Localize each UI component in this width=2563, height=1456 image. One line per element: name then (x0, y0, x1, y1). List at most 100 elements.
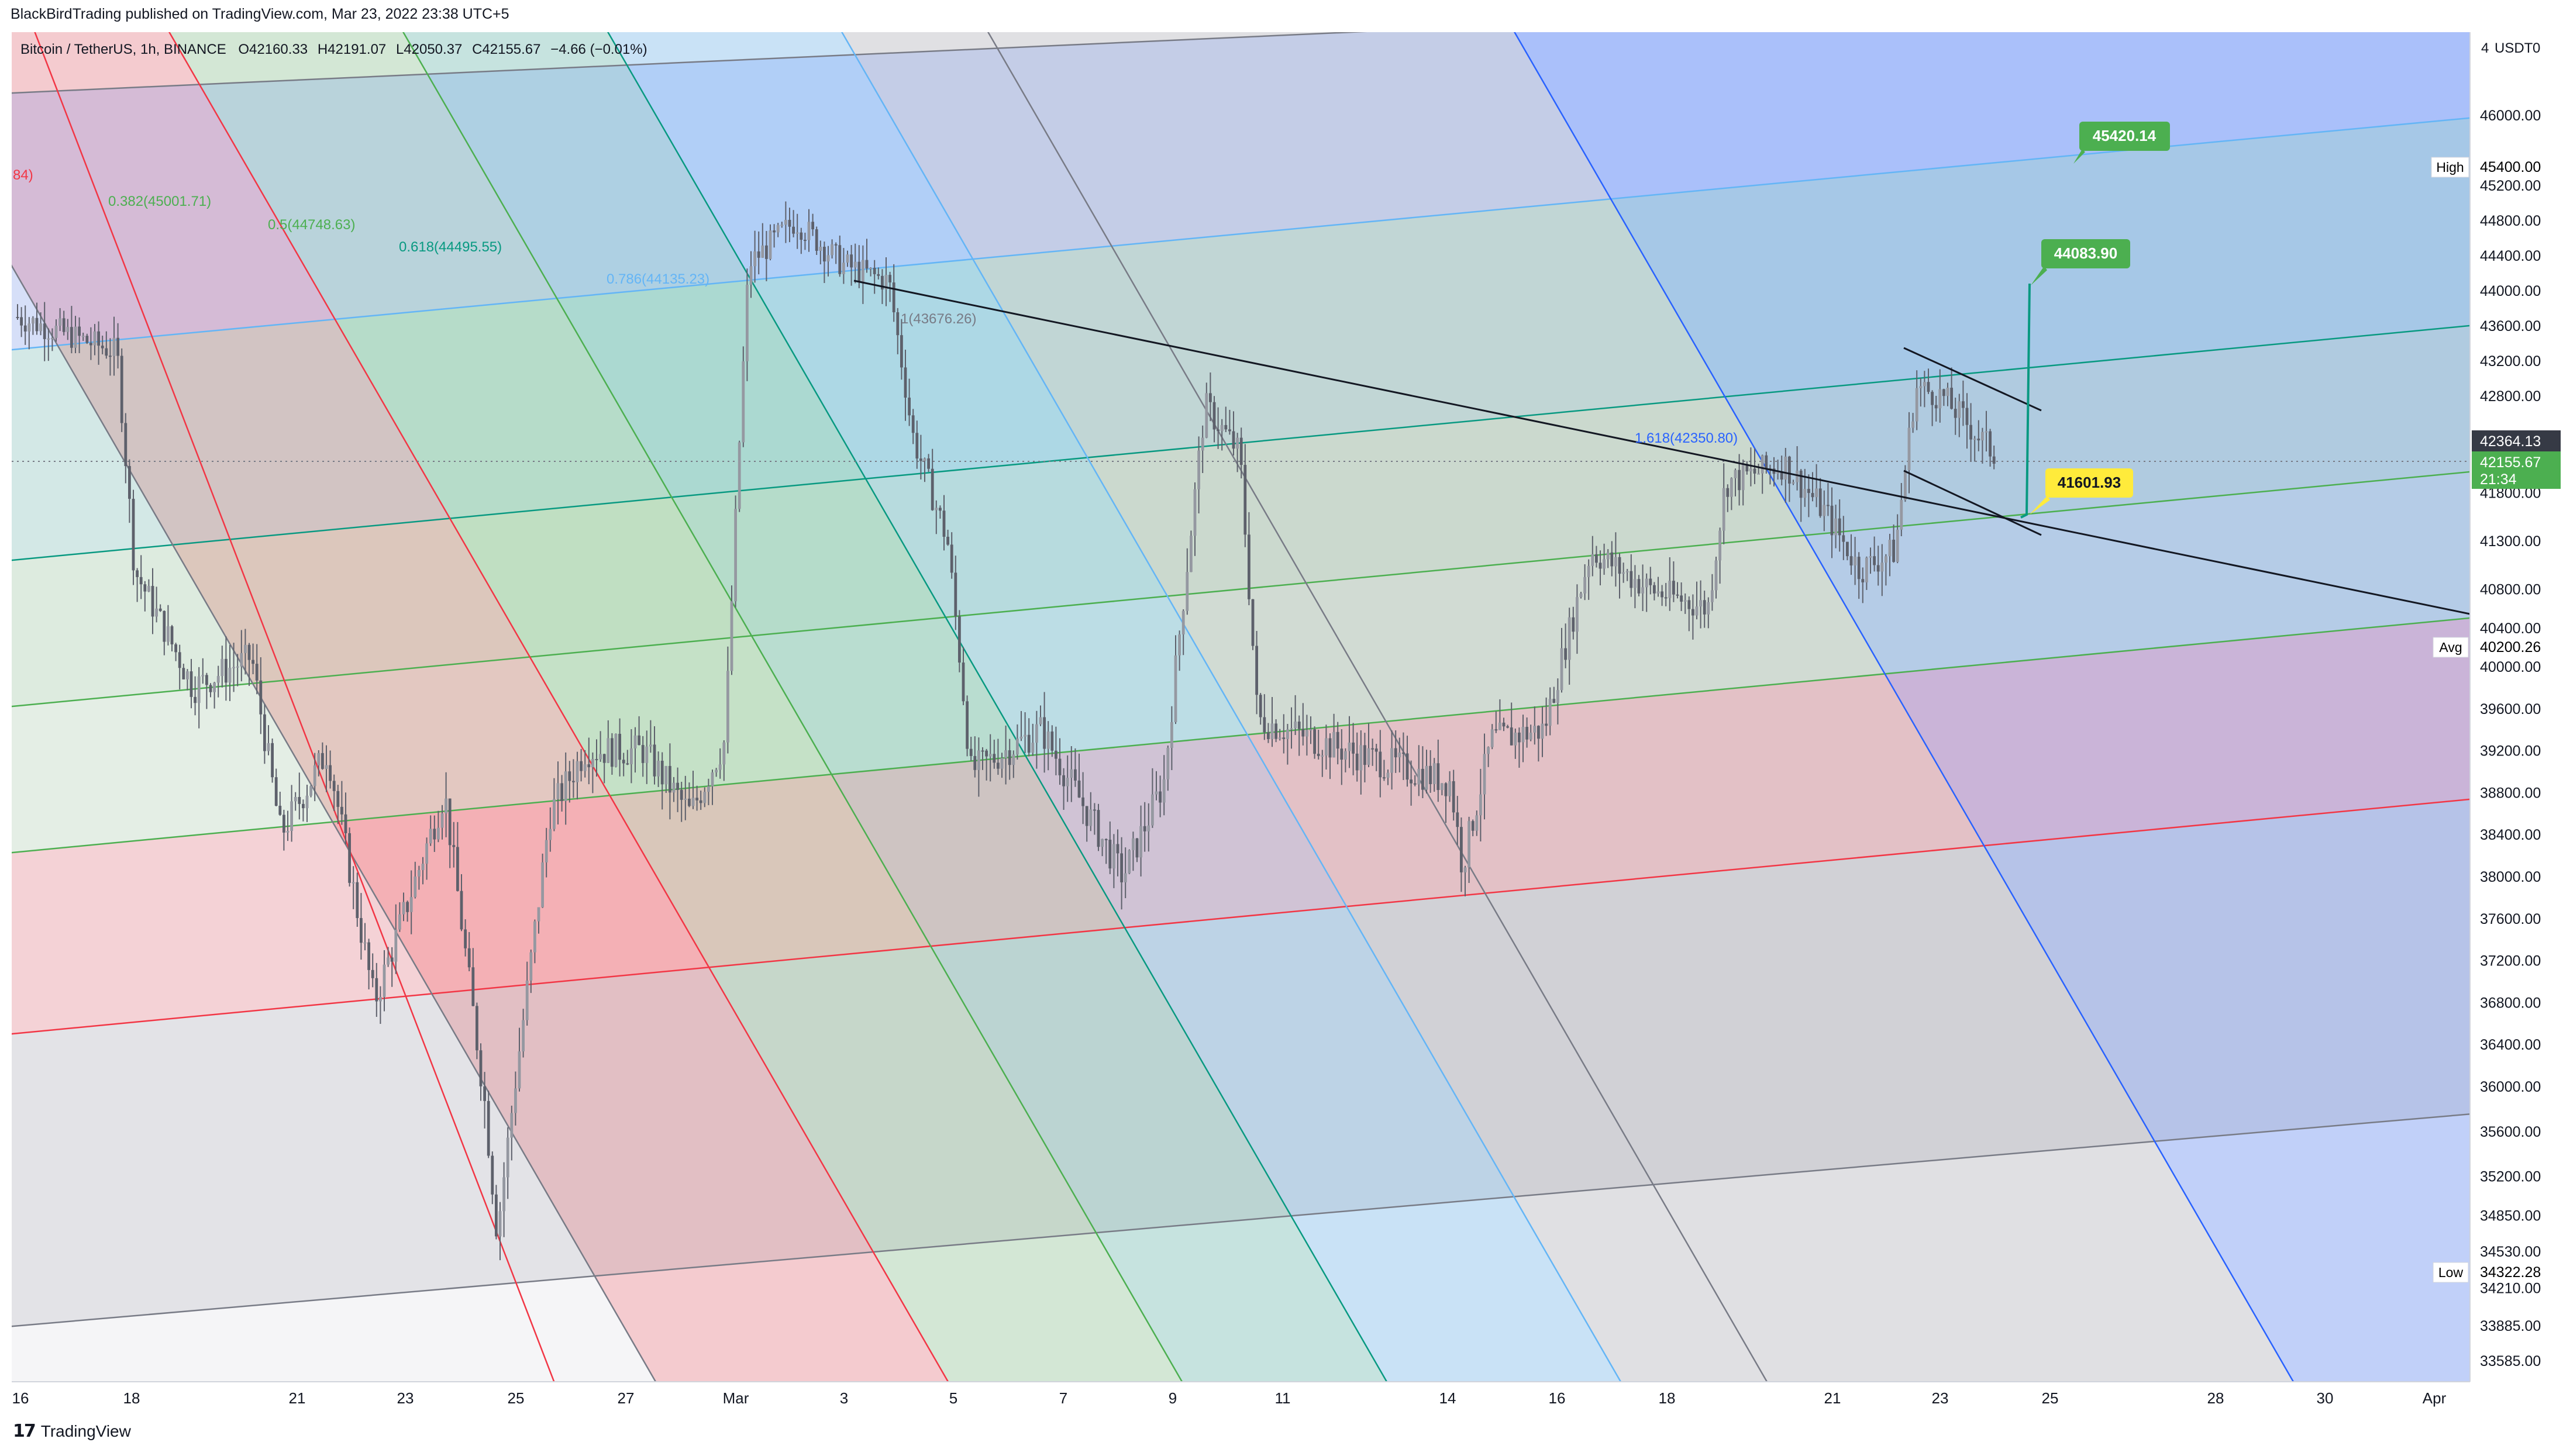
candle-body-377 (1471, 821, 1475, 831)
candle-body-282 (1104, 839, 1108, 840)
candle-body-410 (1599, 563, 1602, 569)
target-mid-box[interactable] (2041, 239, 2130, 268)
price-tick-3: 44400.00 (2480, 248, 2541, 264)
candle-body-373 (1456, 812, 1459, 827)
time-axis[interactable]: 16 18 21 23 25 27 Mar 3 5 7 9 11 14 16 18 21 23 25 28 30 Apr (0, 1381, 2470, 1411)
trendlines[interactable] (853, 280, 2470, 615)
candle-body-421 (1641, 587, 1644, 594)
candle-body-290 (1135, 838, 1139, 858)
candle-body-491 (1911, 421, 1914, 428)
candle-body-510 (1985, 431, 1988, 433)
fib-time-band-gray (842, 32, 2293, 1382)
candle-body-187 (738, 442, 741, 509)
candle-body-308 (1205, 393, 1208, 438)
candle-body-341 (1332, 732, 1335, 758)
candle-body-489 (1904, 470, 1907, 500)
target-support-box[interactable] (2045, 468, 2133, 498)
candle-body-256 (1004, 750, 1007, 758)
candle-body-19 (89, 343, 92, 346)
candle-body-480 (1869, 556, 1872, 558)
flag-upper-line[interactable] (1903, 347, 2042, 412)
price-axis[interactable]: 4 USDT 0 46000.00 45200.00 44800.00 44400.0… (2431, 32, 2563, 1382)
candle-body-198 (780, 225, 784, 226)
price-tick-28: 33885.00 (2480, 1318, 2541, 1334)
candle-body-16 (78, 326, 81, 336)
candle-body-177 (699, 800, 702, 803)
flag-lower-line[interactable] (1903, 470, 2042, 536)
descending-trendline[interactable] (853, 280, 2470, 615)
candle-body-78 (317, 753, 321, 765)
price-tick-0: 46000.00 (2480, 108, 2541, 124)
target-high-box[interactable] (2079, 122, 2170, 151)
price-tick-26: 34530.00 (2480, 1244, 2541, 1260)
price-tick-9: 41300.00 (2480, 533, 2541, 550)
candle-body-329 (1286, 729, 1289, 739)
candle-body-1 (20, 317, 23, 326)
candle-body-321 (1255, 646, 1258, 695)
target-support-value: 41601.93 (2058, 474, 2121, 491)
candle-body-433 (1687, 600, 1691, 609)
footer-brand[interactable]: 𝟭𝟳 TradingView (13, 1421, 131, 1441)
candle-body-178 (703, 792, 707, 803)
candle-body-269 (1055, 750, 1057, 759)
candle-body-272 (1066, 778, 1069, 786)
candle-body-46 (194, 696, 197, 703)
fib-price-band-red (12, 617, 2470, 1034)
candle-body-476 (1854, 557, 1856, 566)
candle-body-338 (1321, 755, 1324, 757)
candle-body-22 (101, 346, 104, 349)
candle-body-72 (294, 796, 297, 802)
candle-body-138 (549, 829, 552, 840)
candle-body-112 (448, 798, 452, 846)
currency-label[interactable]: USDT (2495, 40, 2533, 56)
candle-body-437 (1703, 600, 1706, 615)
candle-body-231 (908, 398, 911, 416)
candle-body-86 (348, 833, 351, 883)
candle-body-315 (1232, 431, 1235, 449)
candle-body-399 (1556, 690, 1559, 703)
candle-body-420 (1637, 579, 1641, 594)
candle-body-164 (649, 744, 652, 747)
candle-body-147 (583, 764, 587, 771)
candle-body-369 (1441, 783, 1444, 791)
low-tag (2433, 1262, 2469, 1283)
candle-body-469 (1827, 505, 1830, 506)
candle-body-279 (1093, 809, 1096, 811)
candle-body-17 (81, 336, 85, 337)
ohlc-high: H42191.07 (318, 42, 386, 57)
candle-body-363 (1417, 768, 1421, 785)
candle-body-190 (749, 266, 753, 285)
candle-body-278 (1089, 809, 1093, 826)
candle-body-425 (1656, 591, 1660, 594)
candle-body-453 (1765, 455, 1768, 468)
candle-body-293 (1147, 825, 1150, 831)
candle-body-179 (707, 786, 710, 792)
candle-body-254 (997, 762, 1000, 769)
candle-body-353 (1379, 751, 1382, 778)
symbol-info[interactable]: Bitcoin / TetherUS, 1h, BINANCE O42160.3… (20, 42, 647, 57)
candle-body-60 (247, 644, 251, 660)
candle-body-233 (915, 433, 919, 459)
candle-body-463 (1803, 489, 1807, 498)
candle-body-394 (1537, 726, 1540, 739)
time-tick-4: 25 (508, 1389, 525, 1407)
candle-body-285 (1116, 844, 1119, 854)
candle-body-15 (74, 326, 77, 348)
candle-body-159 (630, 748, 633, 765)
candle-body-116 (464, 929, 467, 948)
candle-body-98 (394, 929, 398, 962)
time-tick-5: 27 (618, 1389, 635, 1407)
candle-body-237 (931, 468, 934, 510)
price-tick-6: 43200.00 (2480, 353, 2541, 370)
candle-body-350 (1367, 748, 1370, 765)
candle-body-21 (97, 331, 100, 346)
scale-corner-value: 0 (2533, 40, 2540, 56)
candle-body-161 (638, 735, 640, 746)
candle-body-412 (1606, 552, 1610, 560)
candle-body-360 (1405, 753, 1409, 780)
candle-body-27 (120, 356, 123, 423)
candle-body-344 (1344, 751, 1347, 760)
candle-body-129 (514, 1088, 517, 1113)
projection-path[interactable] (2020, 283, 2031, 519)
